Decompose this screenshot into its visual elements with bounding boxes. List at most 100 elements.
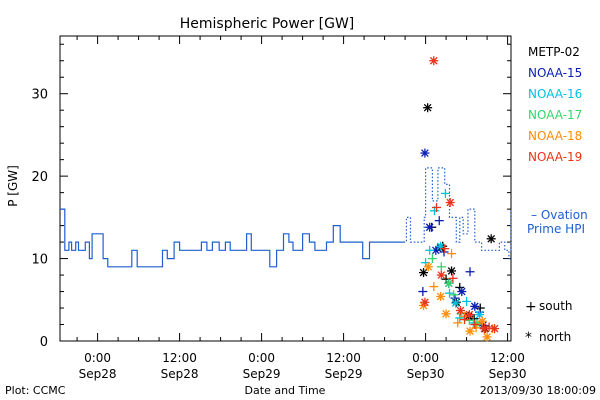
marker-noaa-19-north <box>455 306 465 315</box>
legend-entry-noaa-18: NOAA-18 <box>528 129 582 143</box>
x-tick-time-label: 0:00 <box>84 351 111 365</box>
y-tick-label: 10 <box>31 253 48 268</box>
marker-noaa-18-north <box>423 262 433 272</box>
x-tick-date-label: Sep29 <box>243 367 281 381</box>
marker-noaa-19-north <box>445 198 455 208</box>
marker-noaa-15-south <box>434 216 444 226</box>
y-tick-label: 0 <box>40 335 48 350</box>
marker-stroke <box>479 321 487 330</box>
marker-stroke <box>487 234 496 243</box>
marker-stroke <box>490 324 499 333</box>
marker-stroke <box>456 306 465 315</box>
marker-noaa-15-south <box>418 287 428 297</box>
legend-entry-noaa-17: NOAA-17 <box>528 108 582 122</box>
marker-noaa-18-south <box>447 249 457 259</box>
y-axis-label: P [GW] <box>6 165 20 207</box>
legend-entry-ovation-line2: Prime HPI <box>527 222 585 236</box>
marker-noaa-19-north <box>464 310 474 320</box>
marker-metp-02-north <box>447 266 457 276</box>
marker-metp-02-south <box>455 282 465 292</box>
x-tick-time-label: 12:00 <box>490 351 525 365</box>
marker-noaa-19-north <box>420 297 430 307</box>
x-tick-time-label: 12:00 <box>162 351 197 365</box>
marker-legend-label: south <box>539 299 573 313</box>
y-tick-label: 20 <box>31 170 48 185</box>
marker-metp-02-north <box>423 103 433 113</box>
marker-noaa-16-south <box>455 313 465 323</box>
marker-stroke <box>465 310 474 319</box>
x-tick-date-label: Sep30 <box>407 367 445 381</box>
marker-noaa-19-south <box>470 320 480 330</box>
ovation-solid-segment <box>60 208 404 268</box>
marker-stroke <box>424 262 433 271</box>
marker-stroke <box>423 103 432 112</box>
marker-stroke <box>447 267 456 275</box>
marker-noaa-19-south <box>440 244 450 254</box>
marker-noaa-18-south <box>429 282 439 292</box>
marker-metp-02-north <box>419 268 429 278</box>
chart-title: Hemispheric Power [GW] <box>180 16 355 32</box>
marker-noaa-18-north <box>441 309 451 319</box>
marker-stroke <box>442 309 450 318</box>
timestamp: 2013/09/30 18:00:09 <box>480 384 596 397</box>
marker-noaa-19-north <box>429 56 439 66</box>
marker-noaa-16-south <box>445 288 454 298</box>
ovation-dotted-segment <box>403 167 511 260</box>
marker-noaa-19-north <box>479 324 489 334</box>
marker-stroke <box>421 298 429 307</box>
marker-noaa-16-south <box>440 188 450 198</box>
x-tick-time-label: 0:00 <box>412 351 439 365</box>
marker-noaa-16-north <box>436 241 446 251</box>
ovation-prime-hpi-line <box>60 167 512 268</box>
marker-noaa-15-south <box>465 267 475 277</box>
series-legend: METP-02 NOAA-15 NOAA-16 NOAA-17 NOAA-18 NOAA-… <box>525 45 588 346</box>
marker-stroke <box>470 302 479 311</box>
marker-stroke <box>421 149 429 157</box>
marker-stroke <box>446 198 455 207</box>
marker-noaa-18-north <box>482 332 492 342</box>
x-tick-date-label: Sep28 <box>79 367 117 381</box>
marker-stroke <box>419 268 428 277</box>
satellite-markers <box>418 56 500 342</box>
plot-frame <box>59 35 512 342</box>
marker-noaa-19-south <box>432 202 442 212</box>
marker-legend-symbol: + <box>525 299 537 315</box>
marker-noaa-18-north <box>436 291 446 301</box>
marker-stroke <box>457 287 466 296</box>
marker-noaa-17-north <box>444 278 454 288</box>
marker-noaa-19-south <box>448 273 458 283</box>
marker-noaa-15-north <box>470 301 480 311</box>
legend-entry-noaa-19: NOAA-19 <box>528 150 582 164</box>
marker-noaa-15-north <box>425 222 435 232</box>
marker-stroke <box>436 292 445 301</box>
x-tick-time-label: 12:00 <box>326 351 361 365</box>
marker-legend-label: north <box>539 330 571 344</box>
y-tick-label: 30 <box>31 88 48 103</box>
marker-stroke <box>451 299 460 307</box>
marker-noaa-18-south <box>453 318 463 328</box>
marker-noaa-18-north <box>465 326 475 336</box>
plot-axes: 0 10 20 30 0:00 Sep28 12:00 Sep28 0:00 Sep29 12:00… <box>31 35 527 381</box>
marker-noaa-15-north <box>457 287 467 297</box>
legend-entry-noaa-15: NOAA-15 <box>528 66 582 80</box>
marker-stroke <box>425 223 434 232</box>
marker-noaa-17-south <box>427 254 437 264</box>
marker-stroke <box>466 327 474 335</box>
legend-entry-metp-02: METP-02 <box>528 45 580 59</box>
x-tick-date-label: Sep29 <box>325 367 363 381</box>
marker-noaa-16-south <box>425 245 435 255</box>
marker-stroke <box>444 279 453 288</box>
marker-noaa-16-north <box>451 298 461 308</box>
marker-noaa-18-north <box>477 316 487 326</box>
marker-noaa-19-north <box>490 324 500 334</box>
marker-metp-02-north <box>486 234 496 244</box>
x-axis-label: Date and Time <box>245 384 326 397</box>
x-tick-time-label: 0:00 <box>248 351 275 365</box>
marker-stroke <box>429 56 438 65</box>
plot-credit: Plot: CCMC <box>5 384 66 397</box>
marker-noaa-17-south <box>436 262 446 272</box>
legend-entry-noaa-16: NOAA-16 <box>528 87 582 101</box>
marker-stroke <box>483 333 491 341</box>
marker-legend-symbol: * <box>525 330 532 346</box>
